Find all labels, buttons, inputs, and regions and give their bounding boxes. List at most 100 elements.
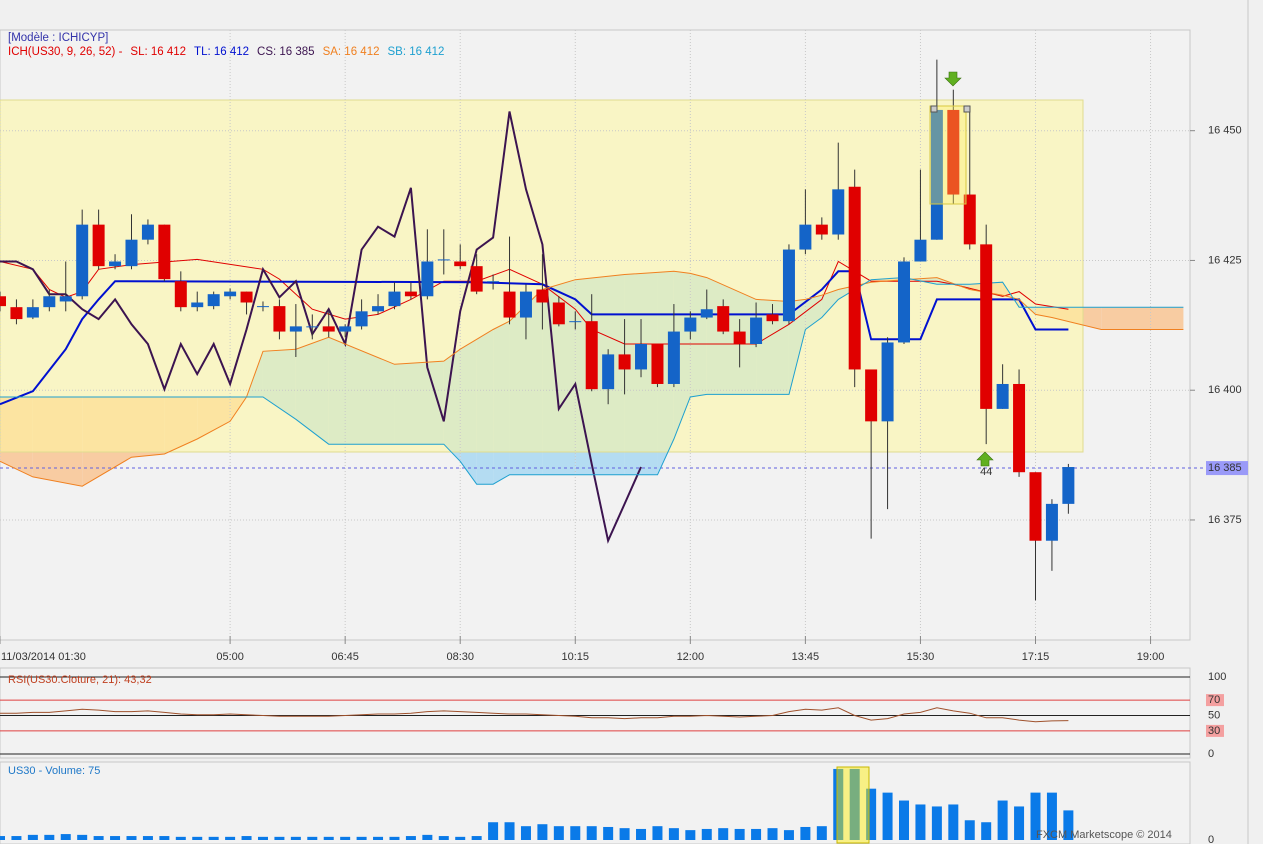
volume-bar [701,828,712,840]
rsi-tick-label: 70 [1208,694,1220,706]
volume-bar [1014,806,1025,840]
volume-bar [438,836,449,840]
candle-body [766,314,779,322]
buy-arrow [976,451,994,467]
legend: ICH(US30, 9, 26, 52) - SL: 16 412 TL: 16 4… [8,46,444,58]
candle-body [569,321,582,323]
level-label-bg [1206,724,1224,737]
x-tick-label: 11/03/2014 01:30 [1,651,86,663]
candle-body [454,261,467,267]
volume-bar [800,826,811,840]
volume-bar [603,826,614,840]
volume-bar [126,836,137,840]
volume-bar [833,768,844,840]
candle-body [782,249,795,322]
candle-body [109,261,122,267]
legend-entry: ICH(US30, 9, 26, 52) - [8,46,123,58]
candle-body [207,294,220,307]
volume-bar [849,768,860,840]
candle-body [224,291,237,297]
volume-bar [175,836,186,840]
candle-body [881,342,894,422]
rsi-panel [0,667,1191,759]
volume-bar [290,836,301,840]
rsi-tick-label: 30 [1208,725,1220,737]
candle-body [256,306,269,308]
rsi-tick-label: 0 [1208,748,1214,760]
x-tick-label: 10:15 [562,651,590,663]
volume-bar [537,824,548,840]
candle-body [322,326,335,332]
x-tick-label: 06:45 [331,651,359,663]
candle-body [602,354,615,390]
volume-bar [471,836,482,840]
candle-body [191,302,204,308]
volume-bar [142,836,153,840]
volume-bar [718,828,729,840]
indicator-line [0,277,1184,485]
candle-body [963,194,976,245]
volume-bar [783,830,794,840]
x-tick-label: 12:00 [677,651,705,663]
candle-body [76,224,89,297]
x-tick-label: 17:15 [1022,651,1050,663]
candle-body [174,281,187,308]
candle-body [437,259,450,261]
candle-body [503,291,516,318]
volume-bar [60,834,71,840]
candle-body [815,224,828,235]
x-tick-label: 19:00 [1137,651,1165,663]
volume-bar [668,828,679,840]
candle-body [651,344,664,384]
volume-highlight [836,766,870,844]
legend-entry: TL: 16 412 [194,46,249,58]
volume-bar [389,836,400,840]
volume-bar [11,836,22,840]
volume-bar [964,820,975,840]
candle-body [404,291,417,297]
volume-bar [323,836,334,840]
legend-entry: CS: 16 385 [257,46,315,58]
volume-bar [340,836,351,840]
volume-bar [159,836,170,840]
y-tick-label: 16 400 [1208,384,1242,396]
level-label-bg [1206,694,1224,707]
volume-bar [866,788,877,840]
x-tick-label: 15:30 [907,651,935,663]
volume-bar [981,822,992,840]
highlight-box [929,105,967,205]
candle-body [289,326,302,332]
candle-body [355,311,368,327]
rsi-title: RSI(US30.Cloture, 21): 43,32 [8,674,152,686]
candle-body [372,306,385,312]
volume-bar [44,834,55,840]
candle-body [388,291,401,307]
volume-bar [586,826,597,840]
candle-body [0,296,6,307]
y-tick-label: 16 425 [1208,254,1242,266]
volume-bar [93,836,104,840]
candle-body [59,296,72,302]
volume-bar [520,826,531,840]
volume-bar [208,836,219,840]
candle-body [487,281,500,283]
volume-bar [619,828,630,840]
volume-bar [373,836,384,840]
model-label: [Modèle : ICHICYP] [8,32,108,44]
legend-entry: SL: 16 412 [130,46,186,58]
candle-body [141,224,154,240]
volume-bar [405,836,416,840]
rsi-tick-label: 50 [1208,709,1220,721]
volume-bar [652,826,663,840]
volume-bar [110,836,121,840]
y-tick-label: 16 375 [1208,514,1242,526]
volume-bar [636,828,647,840]
volume-bar [27,834,38,840]
volume-bar [257,836,268,840]
legend-entry: SB: 16 412 [387,46,444,58]
volume-bar [225,836,236,840]
candle-body [750,317,763,345]
price-box [1206,461,1248,476]
candle-body [240,291,253,303]
